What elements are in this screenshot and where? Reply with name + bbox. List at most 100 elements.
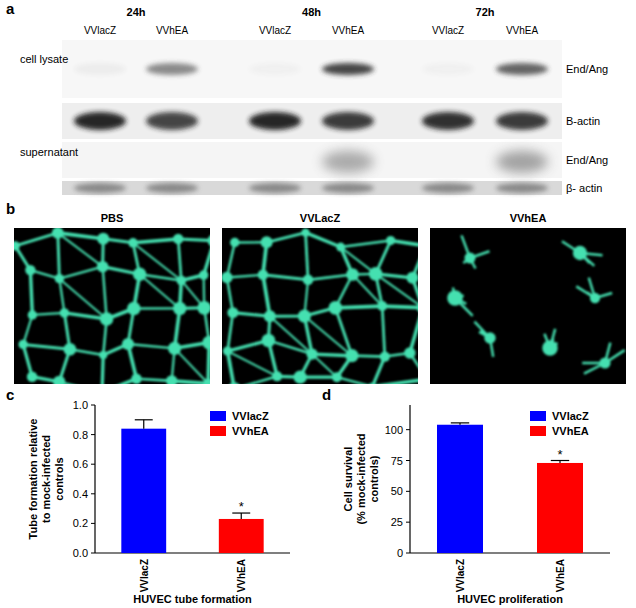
cell-node (227, 307, 238, 318)
tube (32, 313, 64, 315)
tube (382, 306, 418, 308)
cell-node (60, 308, 69, 317)
y-tick-label: 25 (391, 516, 403, 528)
blot-band (146, 183, 198, 193)
cell-node (301, 228, 309, 236)
cell-node (133, 268, 146, 281)
blot-band (146, 112, 198, 130)
tube (134, 307, 180, 309)
cell-node (272, 371, 282, 381)
y-axis (409, 405, 410, 553)
tube (204, 241, 210, 275)
tube (59, 279, 106, 319)
y-tick (406, 553, 410, 554)
lane-label: VVlacZ (259, 25, 291, 36)
tube (263, 275, 308, 280)
panel-label: a (6, 0, 15, 17)
cell-node (332, 372, 342, 382)
network (447, 235, 624, 373)
cell-node (369, 267, 383, 281)
blot-band (422, 112, 474, 130)
cell-node (228, 382, 241, 384)
tube (306, 233, 341, 247)
cell-node (298, 310, 311, 323)
x-tick-label: VVhEA (555, 559, 566, 592)
blot-band (249, 112, 301, 130)
y-tick-label: 0.6 (73, 458, 88, 470)
cell-node (55, 274, 64, 283)
panel-label: c (6, 386, 14, 403)
y-tick-label: 0.2 (73, 517, 88, 529)
cell-node (168, 342, 181, 355)
blot-band (496, 63, 548, 75)
cell-node (207, 234, 210, 247)
cell-node (264, 310, 276, 322)
error-cap (135, 419, 153, 420)
cell-node (345, 349, 358, 362)
blot-band (496, 183, 548, 193)
blot-band (146, 63, 198, 75)
tube (128, 344, 175, 348)
cell-node (404, 347, 416, 359)
legend-label: VVhEA (232, 425, 269, 437)
cell-node (346, 268, 359, 281)
protein-label: End/Ang (566, 63, 608, 75)
tube (335, 306, 382, 308)
y-tick (91, 553, 95, 554)
chart: d0255075100Cell survival(% mock-infected… (322, 386, 610, 605)
legend-label: VVlacZ (552, 410, 589, 422)
significance: * (557, 447, 562, 462)
tube (23, 344, 70, 349)
blot-band (322, 151, 374, 173)
protein-label: β- actin (566, 182, 602, 194)
tube (308, 275, 352, 280)
timepoint-label: 48h (302, 6, 321, 18)
y-axis (94, 405, 95, 553)
tube (140, 274, 180, 308)
cell-node (203, 378, 210, 384)
lane-label: VVhEA (506, 25, 539, 36)
cell-node (131, 373, 141, 383)
legend-swatch (530, 426, 546, 436)
cell-node (199, 270, 208, 279)
cell-node (127, 302, 140, 315)
network (14, 228, 210, 384)
protein-label: B-actin (566, 115, 600, 127)
y-tick (91, 523, 95, 524)
tube (133, 239, 178, 243)
tube (58, 233, 103, 267)
tube (410, 308, 418, 353)
panel-a: a24h48h72hVVlacZVVhEAVVlacZVVhEAVVlacZVV… (6, 0, 608, 195)
tube (15, 233, 58, 246)
y-axis-label: controls) (368, 455, 380, 502)
bar (437, 425, 483, 553)
y-axis-label: to mock-infected (40, 435, 52, 523)
cell-node (28, 310, 37, 319)
cell-node (27, 371, 38, 382)
image-title: VVhEA (510, 212, 547, 224)
blot-band (496, 151, 548, 173)
y-tick-label: 0.8 (73, 429, 88, 441)
figure: a24h48h72hVVlacZVVhEAVVlacZVVhEAVVlacZVV… (0, 0, 636, 608)
blot-band (74, 112, 126, 130)
x-tick-label: VVlacZ (139, 559, 150, 592)
x-axis-label: HUVEC tube formation (133, 593, 252, 605)
cell-node (329, 301, 343, 315)
tube (382, 306, 385, 357)
chart: c0.00.20.40.60.81.0Tube formation relati… (6, 386, 290, 605)
timepoint-label: 72h (476, 6, 495, 18)
legend-swatch (530, 411, 546, 421)
cell-node (122, 338, 134, 350)
y-axis-label: Cell survival (342, 447, 354, 512)
y-axis-label: Tube formation relative (27, 419, 39, 540)
lane-label: VVlacZ (432, 25, 464, 36)
blot-strip (62, 40, 562, 98)
blot-strip (62, 181, 562, 195)
blot-band (422, 63, 474, 75)
x-tick-label: VVhEA (236, 559, 247, 592)
tube (337, 377, 372, 384)
tube (228, 351, 235, 384)
cell-cluster (542, 340, 558, 356)
panel-b: bPBSVVLacZVVhEA (6, 200, 626, 398)
cell-node (294, 371, 307, 384)
